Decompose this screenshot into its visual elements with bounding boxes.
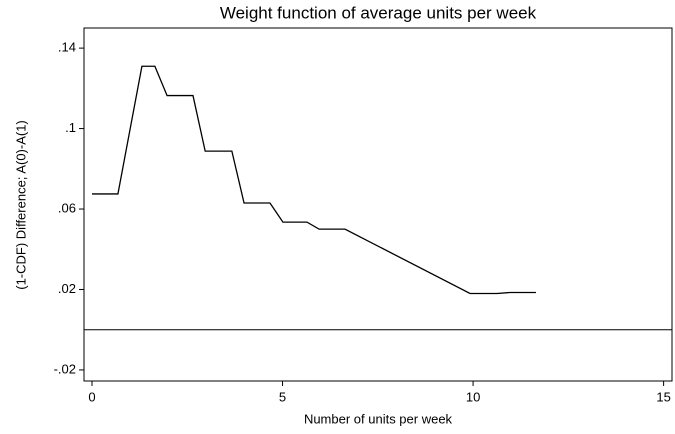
data-line: [92, 65, 536, 295]
x-tick-label: 0: [88, 389, 95, 404]
y-tick-label: .1: [65, 120, 76, 135]
y-tick-label: -.02: [54, 361, 76, 376]
y-tick-label: .14: [58, 40, 76, 55]
x-tick-label: 10: [466, 389, 480, 404]
x-axis-label: Number of units per week: [304, 411, 453, 426]
y-tick-label: .02: [58, 281, 76, 296]
y-axis-label: (1-CDF) Difference; A(0)-A(1): [13, 120, 28, 290]
x-tick-label: 15: [656, 389, 670, 404]
plot-frame: [83, 27, 673, 382]
chart-title: Weight function of average units per wee…: [220, 3, 537, 22]
y-tick-label: .06: [58, 200, 76, 215]
x-tick-label: 5: [279, 389, 286, 404]
